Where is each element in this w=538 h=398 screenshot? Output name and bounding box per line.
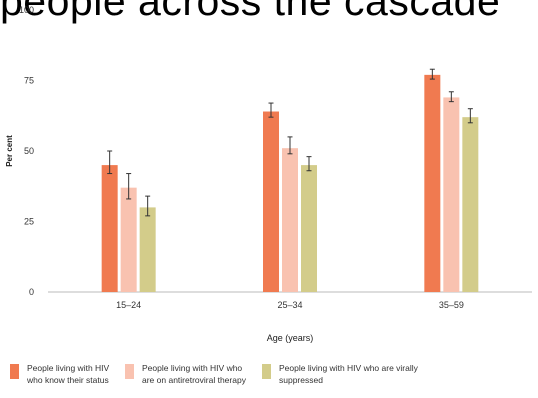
y-tick-label: 50: [24, 146, 34, 156]
y-tick-label: 75: [24, 76, 34, 86]
bar: [424, 74, 441, 292]
legend-label: People living with HIV who are on antire…: [142, 363, 246, 385]
legend-swatch: [262, 364, 271, 379]
legend-label: People living with HIV who are virally s…: [279, 363, 418, 385]
legend-item: People living with HIV who are virally s…: [262, 362, 439, 386]
legend-label: People living with HIV who know their st…: [27, 363, 110, 385]
legend: People living with HIV who know their st…: [0, 360, 538, 398]
legend-swatch: [10, 364, 19, 379]
chart-title: people across the cascade: [0, 0, 501, 24]
legend-item: People living with HIV who are on antire…: [125, 362, 272, 386]
bar: [282, 148, 298, 292]
x-tick-label: 35–59: [439, 300, 464, 310]
x-axis-label: Age (years): [267, 333, 314, 343]
x-tick-label: 25–34: [277, 300, 302, 310]
bar-chart: 0 25 50 75 100 15–24 25–34 35–59 Per cent Age …: [5, 5, 532, 343]
bar: [301, 165, 317, 292]
bars: [101, 68, 479, 293]
bar: [263, 111, 279, 293]
y-axis-ticks: 0 25 50 75 100: [19, 5, 34, 297]
bar: [443, 97, 460, 292]
y-axis-label: Per cent: [5, 135, 14, 167]
bar: [120, 187, 137, 292]
x-axis-ticks: 15–24 25–34 35–59: [116, 300, 464, 310]
bar: [462, 117, 479, 292]
y-tick-label: 25: [24, 217, 34, 227]
bar: [139, 207, 156, 292]
bar: [101, 165, 118, 292]
y-tick-label: 100: [19, 5, 34, 15]
legend-swatch: [125, 364, 134, 379]
legend-item: People living with HIV who know their st…: [10, 362, 157, 386]
y-tick-label: 0: [29, 287, 34, 297]
x-tick-label: 15–24: [116, 300, 141, 310]
